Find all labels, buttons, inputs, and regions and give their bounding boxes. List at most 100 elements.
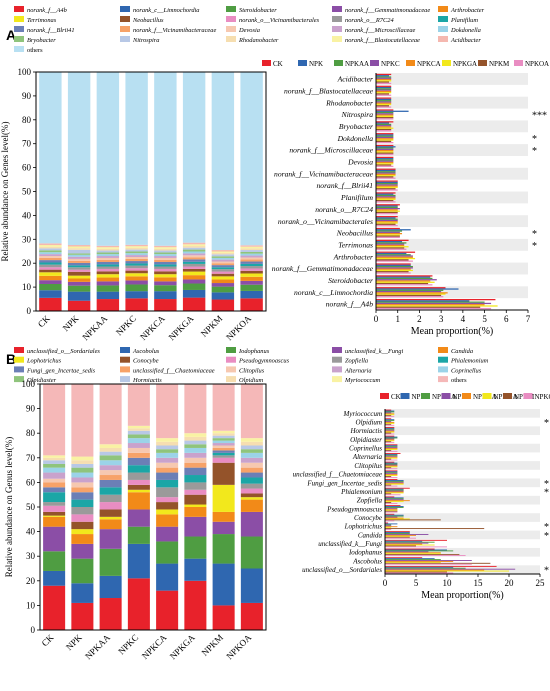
stack-segment (182, 255, 206, 258)
stack-segment (240, 298, 263, 311)
bar (385, 569, 485, 571)
bar (385, 445, 398, 447)
bar (385, 427, 395, 429)
stack-segment (211, 271, 235, 274)
bar (385, 428, 395, 430)
category-label: Steroidobacter (328, 276, 373, 285)
bar (385, 546, 447, 548)
bar (385, 536, 410, 538)
bar (385, 560, 454, 562)
stack-segment (182, 268, 206, 272)
stack-segment (39, 280, 62, 284)
stack-segment (96, 245, 120, 248)
x-tick-label: 3 (439, 314, 444, 324)
row-band (376, 167, 528, 180)
bar (385, 537, 416, 539)
bar (385, 517, 404, 519)
stack-segment (240, 251, 263, 254)
bar (385, 507, 398, 509)
stack-segment (182, 253, 206, 256)
category-label: unclassified_k__Fungi (318, 540, 382, 548)
bar (385, 525, 392, 527)
stack-segment (67, 267, 91, 270)
stack-segment (156, 472, 179, 480)
bar (376, 159, 394, 161)
row-band (376, 286, 528, 299)
bar (376, 279, 437, 281)
bar (385, 535, 410, 537)
legend-label: Myriococcum (344, 377, 381, 384)
bar (376, 208, 400, 210)
stacked-bar-chart-a: CK NPK NPKAA NPKC NPKCA NPKGA NPKM NPKOA 0 10 20 30… (0, 67, 267, 342)
stack-segment (156, 438, 179, 442)
y-tick-label: 10 (22, 282, 32, 292)
category-label: Candida (358, 531, 383, 539)
series-swatch (514, 60, 523, 66)
bar (376, 199, 394, 202)
bar (376, 150, 394, 152)
y-tick-label: 30 (22, 234, 32, 244)
stack-segment (71, 507, 94, 515)
stack-segment (154, 277, 177, 282)
bar (376, 98, 392, 101)
x-tick-label: 25 (536, 578, 546, 588)
bar (385, 479, 398, 481)
stack-segment (156, 441, 179, 446)
legend-label: norank_o__R7C24 (345, 17, 394, 24)
y-tick-label: 100 (22, 379, 36, 389)
bar (376, 272, 411, 274)
bar (385, 459, 398, 461)
bar (385, 566, 454, 568)
category-label: norank_f__A4b (326, 300, 373, 309)
legend-label: Hormiactis (132, 377, 162, 384)
stack-segment (154, 259, 177, 263)
bar (376, 217, 396, 219)
stack-segment (96, 271, 120, 275)
stack-segment (43, 487, 66, 493)
x-tick-label: 4 (461, 314, 466, 324)
stack-segment (39, 297, 62, 311)
stack-segment (125, 249, 148, 252)
legend-label: Terrimonas (27, 17, 57, 24)
bar (385, 485, 398, 487)
bar (376, 128, 392, 131)
bar (385, 466, 398, 468)
bar (385, 462, 398, 464)
bar (376, 197, 396, 199)
legend-label: Rhodanobacter (238, 37, 279, 44)
stack-segment (182, 245, 206, 248)
stack-segment (71, 583, 94, 603)
stack-segment (154, 299, 177, 311)
bar (385, 502, 392, 503)
x-tick-label: 7 (526, 314, 531, 324)
bar (376, 106, 392, 108)
stack-segment (125, 246, 148, 248)
stack-segment (184, 489, 207, 495)
stack-segment (67, 271, 91, 276)
stack-segment (127, 434, 150, 439)
bar (385, 557, 423, 559)
legend-swatch (332, 347, 342, 353)
bar (385, 545, 416, 547)
y-tick-label: 40 (26, 527, 36, 537)
stack-segment (154, 281, 177, 286)
stack-segment (43, 463, 66, 468)
legend-swatch (14, 46, 24, 52)
stack-segment (96, 281, 120, 286)
stack-segment (156, 457, 179, 463)
stack-segment (71, 460, 94, 464)
bar (376, 276, 431, 278)
bar (385, 550, 454, 552)
x-tick-label: NPKGA (167, 313, 196, 342)
stack-segment (43, 467, 66, 473)
stack-segment (240, 449, 263, 453)
bar (385, 539, 447, 541)
row-band (376, 215, 528, 228)
stack-segment (125, 253, 148, 256)
bar (376, 211, 398, 214)
legend-swatch (226, 376, 236, 383)
stack-segment (156, 449, 179, 453)
bar (385, 447, 398, 449)
stack-segment (125, 256, 148, 259)
stack-segment (240, 276, 263, 281)
